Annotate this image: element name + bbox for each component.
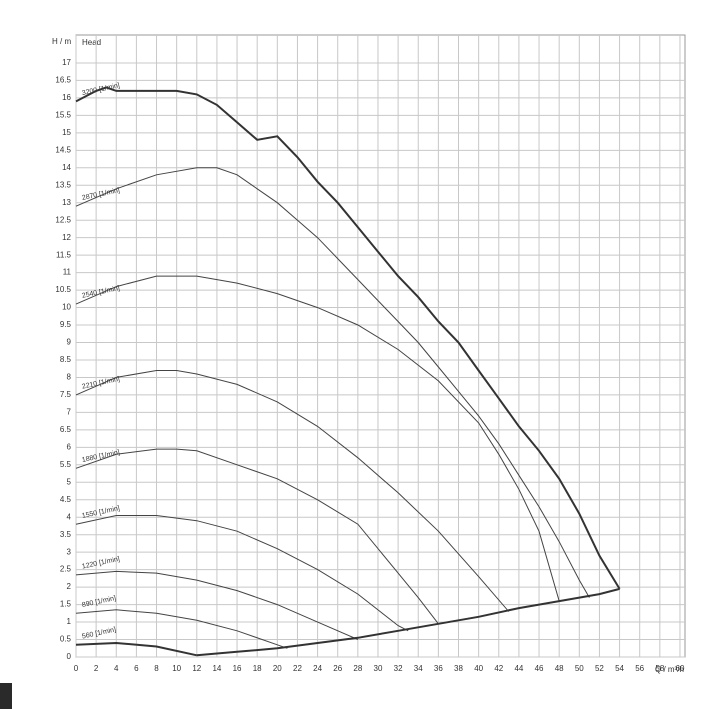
y-tick-label: 0 bbox=[67, 652, 72, 661]
y-tick-label: 6.5 bbox=[60, 425, 72, 434]
series-label: 3200 [1/min] bbox=[81, 82, 120, 97]
x-tick-label: 16 bbox=[233, 664, 242, 673]
series-label: 1550 [1/min] bbox=[81, 505, 120, 520]
x-tick-label: 54 bbox=[615, 664, 624, 673]
y-tick-label: 7.5 bbox=[60, 390, 72, 399]
y-tick-label: 11 bbox=[63, 268, 72, 277]
y-tick-label: 11.5 bbox=[56, 250, 72, 259]
y-tick-label: 13.5 bbox=[55, 180, 71, 189]
x-tick-label: 50 bbox=[575, 664, 584, 673]
series-label: 1220 [1/min] bbox=[81, 556, 120, 571]
y-tick-label: 14 bbox=[62, 163, 71, 172]
x-tick-label: 58 bbox=[655, 664, 664, 673]
y-tick-label: 1 bbox=[67, 617, 72, 626]
y-tick-label: 12 bbox=[62, 233, 71, 242]
y-tick-label: 8.5 bbox=[60, 355, 72, 364]
plot-area bbox=[75, 34, 686, 658]
x-tick-label: 48 bbox=[555, 664, 564, 673]
y-tick-label: 4.5 bbox=[60, 495, 72, 504]
y-axis-label: H / m bbox=[52, 37, 71, 46]
corner-block bbox=[0, 683, 12, 709]
y-tick-label: 5.5 bbox=[60, 460, 72, 469]
curve bbox=[75, 167, 590, 598]
curve bbox=[75, 448, 439, 625]
series-label: 1880 [1/min] bbox=[81, 449, 120, 464]
y-tick-label: 2 bbox=[67, 582, 72, 591]
series-label: 2870 [1/min] bbox=[81, 187, 120, 202]
curve bbox=[75, 515, 409, 632]
curve bbox=[75, 275, 560, 602]
y-tick-label: 16.5 bbox=[55, 76, 71, 85]
y-tick-label: 0.5 bbox=[60, 635, 72, 644]
x-tick-label: 22 bbox=[293, 664, 302, 673]
curve bbox=[75, 570, 359, 640]
x-tick-label: 24 bbox=[313, 664, 322, 673]
x-tick-label: 38 bbox=[454, 664, 463, 673]
x-tick-label: 20 bbox=[273, 664, 282, 673]
y-tick-label: 15 bbox=[62, 128, 71, 137]
curve bbox=[75, 641, 198, 657]
x-tick-label: 36 bbox=[434, 664, 443, 673]
x-tick-label: 18 bbox=[253, 664, 262, 673]
x-axis-label: Q / m³/h bbox=[655, 665, 684, 674]
y-tick-label: 4 bbox=[67, 512, 72, 521]
x-tick-label: 52 bbox=[595, 664, 604, 673]
y-tick-label: 16 bbox=[62, 93, 71, 102]
curve bbox=[75, 609, 288, 649]
x-tick-label: 4 bbox=[114, 664, 119, 673]
y-tick-label: 3.5 bbox=[60, 530, 72, 539]
x-tick-label: 42 bbox=[494, 664, 503, 673]
curve bbox=[75, 86, 621, 590]
x-tick-label: 2 bbox=[94, 664, 99, 673]
y-axis-title: Head bbox=[82, 38, 101, 47]
y-tick-label: 9 bbox=[67, 338, 72, 347]
x-tick-label: 6 bbox=[134, 664, 139, 673]
series-label: 2540 [1/min] bbox=[81, 285, 120, 300]
y-tick-label: 9.5 bbox=[60, 320, 72, 329]
x-tick-label: 32 bbox=[394, 664, 403, 673]
x-tick-label: 10 bbox=[172, 664, 181, 673]
x-tick-label: 8 bbox=[154, 664, 159, 673]
x-tick-label: 26 bbox=[333, 664, 342, 673]
y-tick-label: 10 bbox=[62, 303, 71, 312]
curve bbox=[196, 587, 620, 657]
y-tick-label: 13 bbox=[62, 198, 71, 207]
y-tick-label: 6 bbox=[67, 442, 72, 451]
y-tick-label: 12.5 bbox=[55, 215, 71, 224]
y-tick-label: 1.5 bbox=[60, 600, 72, 609]
x-tick-label: 34 bbox=[414, 664, 423, 673]
series-label: 2210 [1/min] bbox=[81, 376, 120, 391]
curve bbox=[75, 370, 510, 612]
x-tick-label: 12 bbox=[192, 664, 201, 673]
x-tick-label: 44 bbox=[514, 664, 523, 673]
x-tick-label: 30 bbox=[374, 664, 383, 673]
y-tick-label: 7 bbox=[67, 408, 72, 417]
x-tick-label: 56 bbox=[635, 664, 644, 673]
x-tick-label: 28 bbox=[353, 664, 362, 673]
series-label: 890 [1/min] bbox=[81, 595, 116, 609]
x-tick-label: 46 bbox=[535, 664, 544, 673]
x-tick-label: 40 bbox=[474, 664, 483, 673]
y-tick-label: 15.5 bbox=[55, 110, 71, 119]
y-tick-label: 8 bbox=[67, 373, 72, 382]
y-tick-label: 17 bbox=[62, 58, 71, 67]
x-tick-label: 14 bbox=[212, 664, 221, 673]
series-label: 560 [1/min] bbox=[81, 626, 116, 640]
y-tick-label: 3 bbox=[67, 547, 72, 556]
y-tick-label: 10.5 bbox=[55, 285, 71, 294]
y-tick-label: 2.5 bbox=[60, 565, 72, 574]
x-tick-label: 0 bbox=[74, 664, 79, 673]
y-tick-label: 5 bbox=[67, 477, 72, 486]
y-tick-label: 14.5 bbox=[55, 145, 71, 154]
x-tick-label: 60 bbox=[676, 664, 685, 673]
